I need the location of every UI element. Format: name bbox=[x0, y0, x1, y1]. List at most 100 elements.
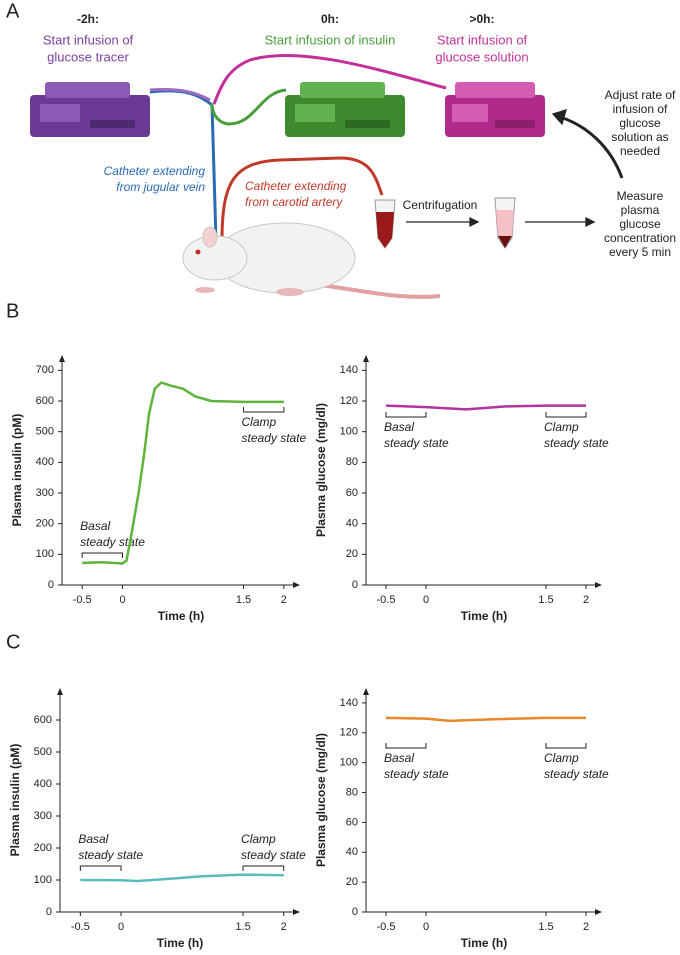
x-tick-label: -0.5 bbox=[73, 594, 92, 606]
step-label: plasma bbox=[621, 203, 660, 217]
catheter-label: from jugular vein bbox=[116, 180, 205, 194]
pump-label: Start infusion of bbox=[437, 32, 528, 47]
x-tick-label: 0 bbox=[423, 921, 429, 933]
blood-tube bbox=[374, 199, 396, 249]
y-axis-arrow bbox=[363, 355, 369, 362]
step-label: glucose bbox=[619, 217, 661, 231]
y-tick-label: 80 bbox=[346, 786, 358, 798]
y-tick-label: 100 bbox=[340, 757, 358, 769]
x-tick-label: -0.5 bbox=[377, 594, 396, 606]
y-tick-label: 100 bbox=[34, 874, 52, 886]
step-label: needed bbox=[620, 144, 660, 158]
annotation: Clamp bbox=[241, 832, 276, 846]
annotation: steady state bbox=[544, 436, 609, 450]
annotation: steady state bbox=[78, 848, 143, 862]
step-label: solution as bbox=[611, 130, 668, 144]
y-tick-label: 400 bbox=[34, 778, 52, 790]
x-axis-label: Time (h) bbox=[461, 609, 507, 623]
step-label: concentration bbox=[604, 231, 676, 245]
annotation: Clamp bbox=[242, 415, 277, 429]
y-tick-label: 300 bbox=[36, 487, 54, 499]
y-tick-label: 600 bbox=[36, 395, 54, 407]
y-axis-label: Plasma insulin (pM) bbox=[8, 744, 22, 857]
catheter-label: Catheter extending bbox=[104, 164, 206, 178]
y-tick-label: 60 bbox=[346, 816, 358, 828]
x-axis-arrow bbox=[293, 582, 300, 588]
y-tick-label: 60 bbox=[346, 487, 358, 499]
y-tick-label: 20 bbox=[346, 548, 358, 560]
x-tick-label: -0.5 bbox=[71, 921, 90, 933]
y-tick-label: 100 bbox=[340, 426, 358, 438]
y-tick-label: 0 bbox=[352, 906, 358, 918]
bracket bbox=[242, 865, 285, 871]
y-tick-label: 600 bbox=[34, 714, 52, 726]
y-tick-label: 700 bbox=[36, 364, 54, 376]
pump-glucose bbox=[445, 82, 545, 137]
annotation: Basal bbox=[384, 751, 414, 765]
y-tick-label: 40 bbox=[346, 846, 358, 858]
step-label: glucose bbox=[619, 116, 661, 130]
bracket bbox=[79, 865, 122, 871]
diagram-art bbox=[30, 53, 624, 299]
y-axis-arrow bbox=[57, 688, 63, 695]
y-axis-label: Plasma glucose (mg/dl) bbox=[314, 403, 328, 537]
x-tick-label: 2 bbox=[583, 921, 589, 933]
bracket bbox=[81, 552, 124, 558]
insulin-tube bbox=[210, 88, 287, 126]
y-tick-label: 0 bbox=[352, 579, 358, 591]
plasma-tube bbox=[494, 197, 516, 249]
y-axis-arrow bbox=[59, 355, 65, 362]
panel-label: B bbox=[6, 300, 19, 322]
rat bbox=[182, 222, 441, 299]
pump-label: Start infusion of insulin bbox=[265, 32, 396, 47]
bracket bbox=[385, 412, 427, 418]
x-tick-label: 1.5 bbox=[538, 921, 553, 933]
y-tick-label: 500 bbox=[34, 746, 52, 758]
bracket bbox=[545, 412, 587, 418]
bracket bbox=[545, 743, 587, 749]
y-axis-arrow bbox=[363, 688, 369, 695]
annotation: steady state bbox=[544, 767, 609, 781]
x-tick-label: 0 bbox=[423, 594, 429, 606]
carotid-tube bbox=[220, 156, 384, 241]
step-label: Centrifugation bbox=[403, 198, 478, 212]
bracket bbox=[243, 407, 285, 413]
chart: 0 100 200 300 400 500 600 700 -0.5 0 1.5 2 Time (h) P… bbox=[10, 355, 307, 623]
annotation: steady state bbox=[384, 767, 449, 781]
panel-label: A bbox=[6, 0, 20, 22]
y-tick-label: 0 bbox=[48, 579, 54, 591]
x-tick-label: -0.5 bbox=[377, 921, 396, 933]
x-tick-label: 0 bbox=[118, 921, 124, 933]
chart: 0 100 200 300 400 500 600 -0.5 0 1.5 2 Time (h) Plas… bbox=[8, 688, 306, 950]
pump-label: glucose solution bbox=[435, 49, 528, 64]
y-tick-label: 200 bbox=[34, 842, 52, 854]
y-tick-label: 300 bbox=[34, 810, 52, 822]
step-label: infusion of bbox=[613, 102, 668, 116]
y-tick-label: 80 bbox=[346, 456, 358, 468]
y-tick-label: 0 bbox=[46, 906, 52, 918]
x-tick-label: 2 bbox=[281, 594, 287, 606]
y-tick-label: 20 bbox=[346, 876, 358, 888]
y-tick-label: 120 bbox=[340, 727, 358, 739]
pump-insulin bbox=[285, 82, 405, 137]
x-axis-arrow bbox=[293, 909, 300, 915]
data-line bbox=[80, 873, 284, 883]
data-line bbox=[82, 381, 284, 565]
y-tick-label: 40 bbox=[346, 518, 358, 530]
x-tick-label: 0 bbox=[119, 594, 125, 606]
y-tick-label: 100 bbox=[36, 548, 54, 560]
x-tick-label: 1.5 bbox=[538, 594, 553, 606]
pump-time: -2h: bbox=[77, 12, 99, 26]
pump-time: 0h: bbox=[321, 12, 339, 26]
data-line bbox=[385, 404, 586, 411]
panel-label: C bbox=[6, 631, 20, 653]
catheter-label: Catheter extending bbox=[245, 179, 347, 193]
y-tick-label: 500 bbox=[36, 426, 54, 438]
x-tick-label: 1.5 bbox=[236, 594, 251, 606]
x-tick-label: 2 bbox=[583, 594, 589, 606]
flow-arrows bbox=[406, 109, 624, 228]
annotation: steady state bbox=[384, 436, 449, 450]
y-axis-label: Plasma glucose (mg/dl) bbox=[314, 733, 328, 867]
annotation: Clamp bbox=[544, 751, 579, 765]
